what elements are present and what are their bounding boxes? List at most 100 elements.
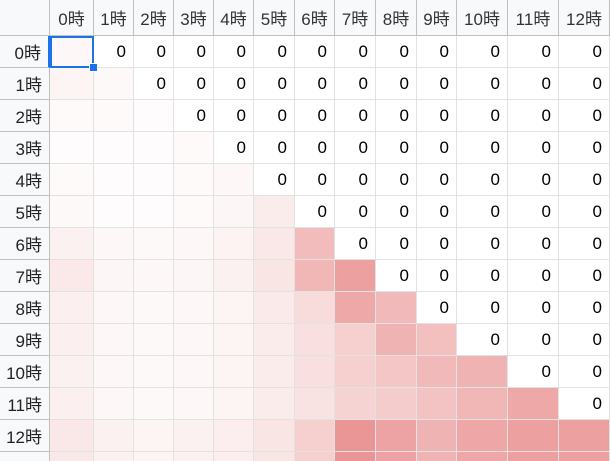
grid-cell[interactable] — [94, 164, 134, 196]
row-header[interactable]: 12時 — [0, 420, 50, 452]
grid-cell[interactable] — [457, 388, 508, 420]
grid-cell[interactable] — [417, 324, 457, 356]
grid-cell[interactable]: 0 — [457, 324, 508, 356]
grid-cell[interactable] — [174, 196, 214, 228]
grid-cell[interactable] — [134, 196, 174, 228]
grid-cell[interactable]: 0 — [508, 324, 559, 356]
grid-cell[interactable] — [508, 452, 559, 461]
grid-cell[interactable]: 0 — [457, 196, 508, 228]
grid-cell[interactable]: 0 — [508, 36, 559, 68]
grid-cell[interactable] — [134, 164, 174, 196]
grid-cell[interactable]: 0 — [376, 100, 417, 132]
grid-cell[interactable] — [335, 324, 376, 356]
column-header[interactable]: 9時 — [417, 0, 457, 36]
grid-cell[interactable] — [94, 420, 134, 452]
column-header[interactable]: 12時 — [559, 0, 610, 36]
grid-cell[interactable] — [254, 356, 295, 388]
grid-cell[interactable] — [94, 196, 134, 228]
grid-cell[interactable]: 0 — [335, 196, 376, 228]
grid-cell[interactable]: 0 — [335, 132, 376, 164]
row-header[interactable]: 3時 — [0, 132, 50, 164]
grid-cell[interactable]: 0 — [508, 260, 559, 292]
grid-cell[interactable] — [174, 356, 214, 388]
grid-cell[interactable] — [376, 388, 417, 420]
grid-cell[interactable]: 0 — [174, 36, 214, 68]
grid-cell[interactable] — [50, 260, 94, 292]
grid-cell[interactable]: 0 — [559, 164, 610, 196]
row-header[interactable]: 1時 — [0, 68, 50, 100]
grid-cell[interactable]: 0 — [417, 292, 457, 324]
grid-cell[interactable] — [134, 388, 174, 420]
grid-cell[interactable] — [214, 260, 254, 292]
column-header[interactable]: 5時 — [254, 0, 295, 36]
grid-cell[interactable] — [376, 452, 417, 461]
grid-cell[interactable]: 0 — [254, 164, 295, 196]
grid-cell[interactable]: 0 — [559, 132, 610, 164]
grid-cell[interactable] — [174, 452, 214, 461]
grid-cell[interactable] — [457, 452, 508, 461]
grid-cell[interactable]: 0 — [335, 36, 376, 68]
grid-cell[interactable] — [254, 324, 295, 356]
grid-cell[interactable]: 0 — [457, 100, 508, 132]
row-header[interactable]: 8時 — [0, 292, 50, 324]
grid-cell[interactable] — [508, 420, 559, 452]
grid-cell[interactable]: 0 — [457, 164, 508, 196]
grid-cell[interactable]: 0 — [376, 36, 417, 68]
grid-cell[interactable] — [295, 388, 335, 420]
grid-cell[interactable]: 0 — [376, 196, 417, 228]
grid-cell[interactable] — [134, 324, 174, 356]
grid-cell[interactable]: 0 — [417, 100, 457, 132]
grid-cell[interactable] — [50, 36, 94, 68]
grid-cell[interactable]: 0 — [254, 36, 295, 68]
grid-cell[interactable] — [214, 324, 254, 356]
grid-cell[interactable] — [295, 228, 335, 260]
grid-cell[interactable]: 0 — [134, 36, 174, 68]
grid-cell[interactable] — [214, 452, 254, 461]
grid-cell[interactable] — [174, 420, 214, 452]
grid-cell[interactable] — [254, 228, 295, 260]
grid-cell[interactable] — [174, 292, 214, 324]
grid-cell[interactable] — [295, 356, 335, 388]
grid-cell[interactable]: 0 — [508, 164, 559, 196]
grid-cell[interactable] — [134, 292, 174, 324]
grid-cell[interactable] — [174, 132, 214, 164]
grid-cell[interactable]: 0 — [559, 324, 610, 356]
grid-cell[interactable]: 0 — [417, 132, 457, 164]
grid-cell[interactable] — [134, 228, 174, 260]
grid-cell[interactable]: 0 — [417, 36, 457, 68]
grid-cell[interactable] — [295, 452, 335, 461]
grid-cell[interactable] — [254, 452, 295, 461]
grid-cell[interactable] — [134, 356, 174, 388]
grid-cell[interactable] — [50, 68, 94, 100]
row-header[interactable] — [0, 452, 50, 461]
grid-cell[interactable]: 0 — [417, 228, 457, 260]
grid-cell[interactable] — [50, 452, 94, 461]
grid-cell[interactable] — [376, 292, 417, 324]
grid-cell[interactable] — [174, 228, 214, 260]
grid-cell[interactable]: 0 — [508, 196, 559, 228]
grid-cell[interactable] — [214, 196, 254, 228]
grid-cell[interactable] — [417, 452, 457, 461]
grid-cell[interactable]: 0 — [559, 356, 610, 388]
grid-cell[interactable]: 0 — [559, 388, 610, 420]
grid-cell[interactable] — [295, 324, 335, 356]
grid-cell[interactable]: 0 — [457, 292, 508, 324]
grid-cell[interactable] — [174, 164, 214, 196]
grid-cell[interactable]: 0 — [457, 68, 508, 100]
grid-cell[interactable]: 0 — [508, 100, 559, 132]
row-header[interactable]: 9時 — [0, 324, 50, 356]
grid-cell[interactable] — [295, 292, 335, 324]
grid-cell[interactable] — [417, 356, 457, 388]
grid-cell[interactable] — [335, 292, 376, 324]
grid-cell[interactable] — [457, 420, 508, 452]
grid-cell[interactable]: 0 — [134, 68, 174, 100]
grid-cell[interactable] — [335, 260, 376, 292]
grid-cell[interactable]: 0 — [214, 68, 254, 100]
grid-cell[interactable] — [94, 100, 134, 132]
column-header[interactable]: 11時 — [508, 0, 559, 36]
grid-cell[interactable]: 0 — [559, 36, 610, 68]
grid-cell[interactable] — [376, 420, 417, 452]
grid-cell[interactable] — [254, 292, 295, 324]
grid-cell[interactable] — [335, 356, 376, 388]
